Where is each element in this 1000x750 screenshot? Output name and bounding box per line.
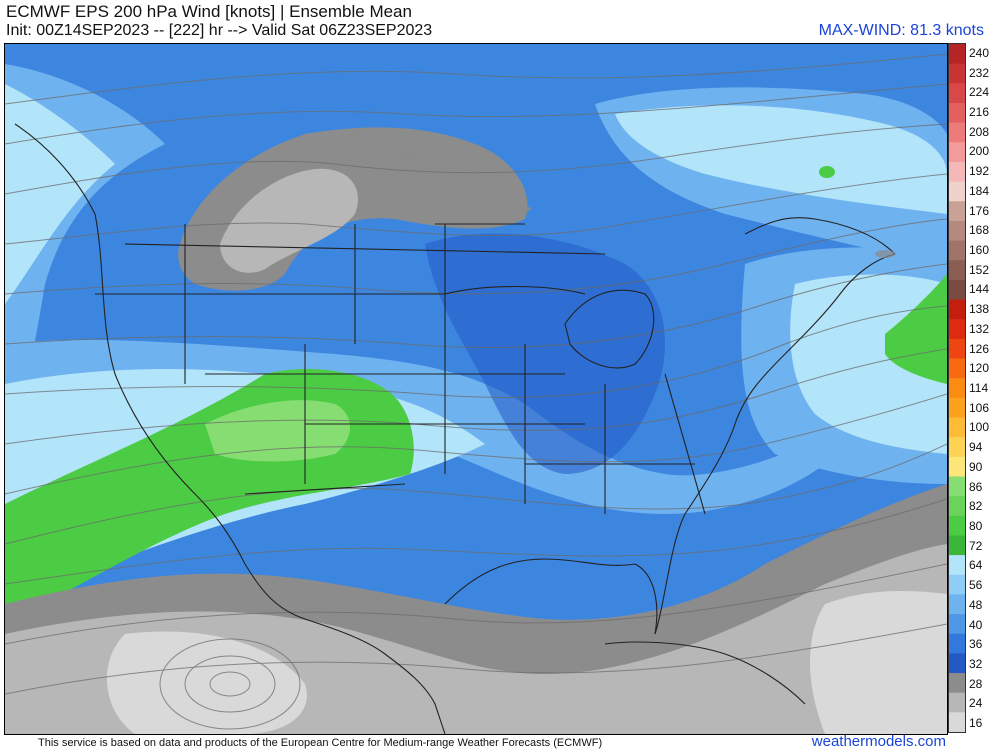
- color-scale-swatches: [949, 44, 965, 732]
- scale-swatch: [949, 358, 965, 379]
- scale-label: 114: [969, 381, 989, 395]
- scale-swatch: [949, 673, 965, 694]
- scale-swatch: [949, 299, 965, 320]
- coastlines: [14, 123, 896, 734]
- scale-label: 28: [969, 676, 983, 691]
- scale-label: 64: [969, 558, 983, 573]
- jet-core: [819, 166, 835, 178]
- scale-label: 24: [969, 696, 983, 711]
- scale-label: 224: [969, 85, 990, 100]
- scale-label: 16: [969, 716, 983, 731]
- scale-swatch: [949, 279, 965, 301]
- scale-swatch: [949, 201, 965, 222]
- scale-label: 40: [969, 617, 983, 632]
- scale-swatch: [949, 653, 965, 674]
- scale-swatch: [949, 83, 965, 104]
- streamlines: [5, 53, 947, 730]
- scale-label: 120: [969, 361, 990, 376]
- scale-label: 160: [969, 243, 990, 257]
- wind-map-canvas: [5, 44, 947, 734]
- scale-label: 56: [969, 578, 983, 593]
- scale-label: 106: [969, 400, 990, 415]
- color-scale-bar: [948, 43, 966, 733]
- scale-label: 90: [969, 459, 983, 474]
- scale-label: 32: [969, 657, 983, 671]
- scale-swatch: [949, 181, 965, 202]
- scale-swatch: [949, 476, 965, 497]
- scale-swatch: [949, 220, 965, 242]
- scale-label: 36: [969, 637, 983, 652]
- scale-swatch: [949, 397, 965, 418]
- scale-swatch: [949, 260, 965, 281]
- site-brand-link[interactable]: weathermodels.com: [811, 733, 946, 750]
- scale-label: 82: [969, 499, 983, 514]
- scale-label: 132: [969, 321, 990, 336]
- scale-swatch: [949, 240, 965, 261]
- scale-swatch: [949, 378, 965, 399]
- scale-label: 48: [969, 597, 983, 612]
- scale-swatch: [949, 102, 965, 124]
- scale-swatch: [949, 122, 965, 143]
- jet-core: [205, 400, 350, 462]
- scale-label: 184: [969, 183, 990, 198]
- scale-label: 152: [969, 262, 990, 277]
- scale-swatch: [949, 574, 965, 595]
- scale-label: 80: [969, 519, 983, 533]
- scale-swatch: [949, 63, 965, 84]
- scale-swatch: [949, 633, 965, 654]
- scale-label: 126: [969, 341, 990, 356]
- low-wind-area: [106, 631, 307, 734]
- scale-label: 192: [969, 164, 990, 179]
- scale-label: 72: [969, 538, 983, 553]
- scale-swatch: [949, 44, 965, 65]
- scale-label: 86: [969, 479, 983, 494]
- scale-swatch: [949, 614, 965, 635]
- scale-swatch: [949, 161, 965, 183]
- scale-swatch: [949, 338, 965, 360]
- scale-swatch: [949, 417, 965, 438]
- scale-label: 176: [969, 203, 990, 218]
- data-attribution: This service is based on data and produc…: [38, 737, 603, 749]
- scale-label: 216: [969, 105, 990, 119]
- scale-label: 200: [969, 144, 990, 159]
- scale-swatch: [949, 594, 965, 615]
- scale-label: 94: [969, 440, 983, 455]
- scale-swatch: [949, 555, 965, 576]
- scale-swatch: [949, 712, 965, 732]
- scale-swatch: [949, 535, 965, 556]
- scale-swatch: [949, 692, 965, 713]
- scale-swatch: [949, 437, 965, 458]
- scale-swatch: [949, 496, 965, 517]
- lakes: [397, 150, 895, 258]
- scale-swatch: [949, 319, 965, 340]
- max-wind-readout: MAX-WIND: 81.3 knots: [818, 22, 984, 39]
- wind-map: [4, 43, 948, 735]
- chart-title: ECMWF EPS 200 hPa Wind [knots] | Ensembl…: [6, 2, 412, 21]
- wind-field-band: [615, 105, 947, 214]
- init-valid-time: Init: 00Z14SEP2023 -- [222] hr --> Valid…: [6, 22, 433, 39]
- jet-core: [885, 274, 947, 384]
- scale-label: 240: [969, 45, 990, 60]
- scale-swatch: [949, 142, 965, 163]
- scale-label: 208: [969, 124, 990, 139]
- color-scale-labels: 240 232 224 216 208 200 192 184 176 168 …: [969, 43, 1000, 733]
- scale-label: 100: [969, 420, 990, 435]
- scale-label: 144: [969, 282, 990, 297]
- scale-swatch: [949, 515, 965, 536]
- scale-label: 138: [969, 302, 990, 317]
- low-wind-area: [810, 591, 947, 734]
- scale-label: 168: [969, 223, 990, 238]
- scale-label: 232: [969, 65, 990, 80]
- scale-swatch: [949, 456, 965, 477]
